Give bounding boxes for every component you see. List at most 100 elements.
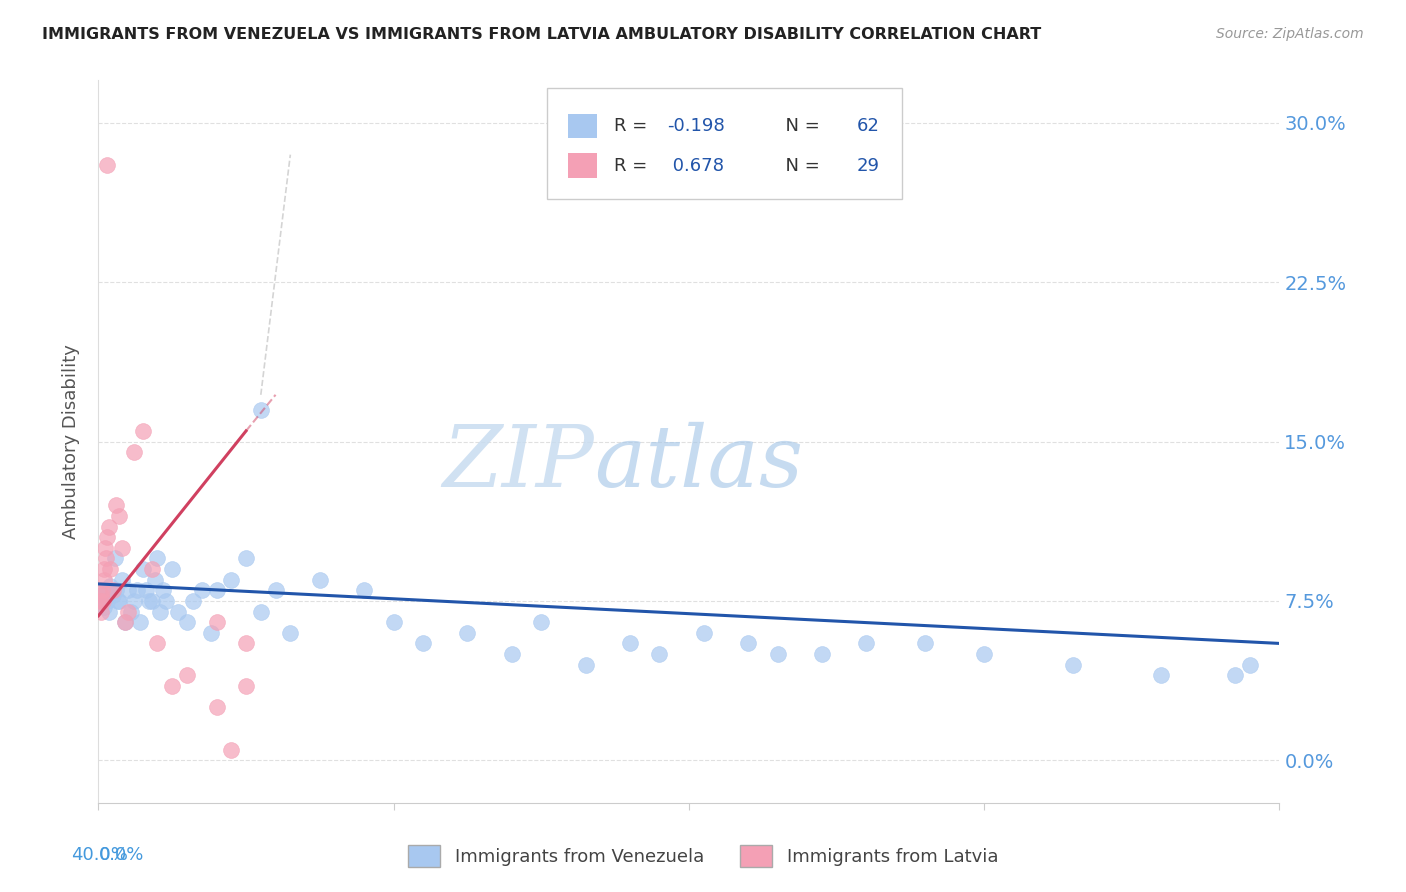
Point: [235, 636, 257, 650]
Point: [973, 647, 995, 661]
FancyBboxPatch shape: [568, 153, 596, 178]
Point: [914, 636, 936, 650]
Point: [250, 605, 273, 619]
Text: N =: N =: [773, 156, 825, 175]
Point: [176, 668, 198, 682]
Text: R =: R =: [614, 117, 654, 135]
Point: [737, 636, 759, 650]
Point: [111, 541, 134, 555]
Point: [98, 562, 121, 576]
Text: N =: N =: [773, 117, 825, 135]
Point: [146, 636, 169, 650]
Point: [205, 700, 228, 714]
Point: [97, 605, 120, 619]
Point: [280, 625, 302, 640]
Point: [619, 636, 641, 650]
Point: [205, 615, 228, 630]
Point: [162, 562, 183, 576]
Point: [132, 424, 155, 438]
Point: [128, 615, 150, 630]
Point: [1239, 657, 1261, 672]
Point: [167, 605, 190, 619]
Point: [575, 657, 598, 672]
Point: [132, 562, 155, 576]
Point: [648, 647, 671, 661]
Point: [152, 583, 174, 598]
Point: [264, 583, 287, 598]
Point: [1150, 668, 1173, 682]
Legend: Immigrants from Venezuela, Immigrants from Latvia: Immigrants from Venezuela, Immigrants fr…: [401, 838, 1005, 874]
Point: [96, 158, 118, 172]
Point: [143, 573, 166, 587]
Text: 29: 29: [856, 156, 879, 175]
Point: [1225, 668, 1247, 682]
FancyBboxPatch shape: [568, 113, 596, 138]
Point: [91, 588, 114, 602]
Point: [181, 594, 204, 608]
Point: [91, 594, 114, 608]
Point: [96, 530, 118, 544]
Point: [90, 594, 112, 608]
Point: [117, 583, 139, 598]
Text: atlas: atlas: [595, 422, 804, 505]
Point: [176, 615, 198, 630]
Point: [94, 551, 117, 566]
Point: [117, 605, 139, 619]
Point: [141, 594, 163, 608]
Point: [108, 594, 131, 608]
Point: [146, 551, 169, 566]
Point: [108, 508, 131, 523]
Point: [1062, 657, 1084, 672]
Text: 40.0%: 40.0%: [72, 847, 128, 864]
Text: -0.198: -0.198: [668, 117, 725, 135]
Point: [125, 583, 148, 598]
Point: [457, 625, 479, 640]
Point: [97, 519, 120, 533]
Text: ZIP: ZIP: [443, 422, 595, 505]
Point: [191, 583, 214, 598]
Point: [93, 600, 115, 615]
Point: [103, 588, 125, 602]
Point: [93, 562, 115, 576]
Point: [162, 679, 183, 693]
Point: [98, 579, 121, 593]
Point: [221, 742, 243, 756]
Text: 0.678: 0.678: [668, 156, 724, 175]
Point: [94, 541, 117, 555]
Point: [94, 583, 117, 598]
Point: [120, 605, 142, 619]
Text: Source: ZipAtlas.com: Source: ZipAtlas.com: [1216, 27, 1364, 41]
Point: [96, 594, 118, 608]
Point: [135, 583, 157, 598]
Point: [235, 679, 257, 693]
Point: [107, 594, 129, 608]
FancyBboxPatch shape: [547, 87, 901, 200]
Y-axis label: Ambulatory Disability: Ambulatory Disability: [62, 344, 80, 539]
Point: [309, 573, 332, 587]
Point: [111, 573, 134, 587]
Point: [250, 402, 273, 417]
Point: [141, 562, 163, 576]
Point: [114, 615, 136, 630]
Point: [221, 573, 243, 587]
Point: [855, 636, 877, 650]
Text: R =: R =: [614, 156, 654, 175]
Text: IMMIGRANTS FROM VENEZUELA VS IMMIGRANTS FROM LATVIA AMBULATORY DISABILITY CORREL: IMMIGRANTS FROM VENEZUELA VS IMMIGRANTS …: [42, 27, 1042, 42]
Point: [530, 615, 553, 630]
Point: [103, 583, 125, 598]
Point: [90, 605, 112, 619]
Point: [353, 583, 375, 598]
Point: [105, 498, 128, 512]
Point: [114, 615, 136, 630]
Point: [90, 588, 112, 602]
Point: [149, 605, 172, 619]
Point: [91, 583, 114, 598]
Point: [89, 594, 111, 608]
Point: [122, 445, 145, 459]
Point: [501, 647, 523, 661]
Point: [811, 647, 834, 661]
Point: [138, 594, 160, 608]
Point: [122, 594, 145, 608]
Point: [200, 625, 222, 640]
Point: [205, 583, 228, 598]
